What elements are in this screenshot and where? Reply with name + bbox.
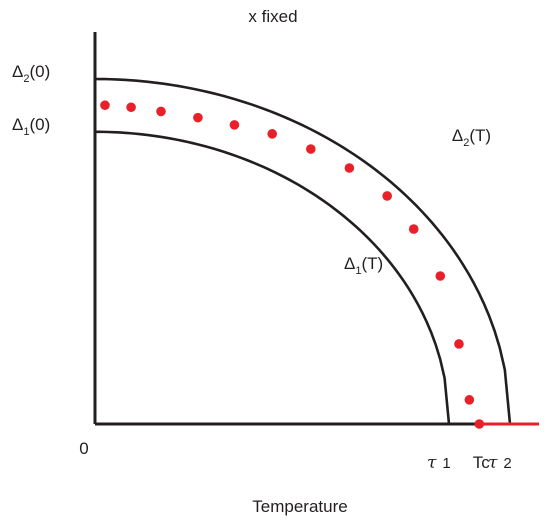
data-point-4 [229, 120, 240, 130]
x-axis-label: Temperature [252, 497, 347, 516]
curve-label-delta1: Δ1(T) [344, 254, 383, 277]
data-point-12 [464, 395, 475, 405]
data-point-3 [193, 112, 203, 123]
data-point-2 [156, 106, 166, 117]
x-tick-tc: Tc [473, 453, 491, 472]
data-point-8 [382, 191, 392, 201]
data-point-5 [267, 129, 278, 139]
data-point-0 [100, 100, 110, 111]
labels-layer: Δ2(0) Δ1(0) Δ2(T) Δ1(T) 0 τ 1 Tcτ 2 [12, 62, 512, 473]
data-point-9 [408, 224, 419, 234]
data-point-1 [126, 102, 136, 113]
data-point-11 [454, 339, 464, 349]
data-point-6 [306, 144, 316, 154]
chart-title: x fixed [248, 7, 297, 26]
curves-layer [94, 77, 540, 426]
data-point-7 [344, 163, 355, 173]
data-point-13 [474, 419, 485, 429]
data-point-10 [435, 271, 446, 281]
y-tick-delta2-0: Δ2(0) [12, 62, 50, 85]
gap-curve-delta1 [94, 130, 451, 425]
y-tick-delta1-0: Δ1(0) [12, 115, 50, 138]
x-tick-origin: 0 [79, 439, 88, 458]
data-points-layer [100, 100, 485, 429]
gap-curve-delta2 [94, 77, 512, 425]
curve-label-delta2: Δ2(T) [452, 126, 491, 149]
